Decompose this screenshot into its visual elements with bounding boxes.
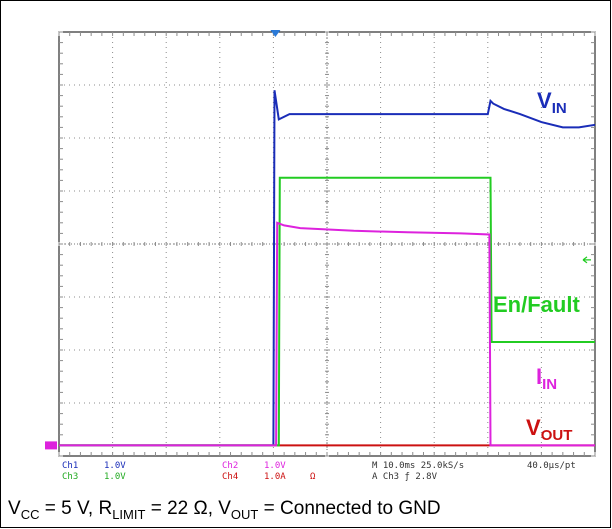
channel-scale-ch2: 1.0V xyxy=(264,461,286,471)
channel-unit-ch4: Ω xyxy=(310,472,316,482)
channel-id-ch4: Ch4 xyxy=(222,472,238,482)
trigger-level-icon xyxy=(582,256,591,264)
trigger-readout: A Ch3 ƒ 2.8V xyxy=(372,472,438,482)
channel-scale-ch4: 1.0A xyxy=(264,472,286,482)
legend-label-v-in: VIN xyxy=(537,88,567,117)
channel-id-ch2: Ch2 xyxy=(222,461,238,471)
trigger-position-icon xyxy=(270,30,281,37)
timebase-readout: M 10.0ms 25.0kS/s xyxy=(372,461,464,471)
caption: VCC = 5 V, RLIMIT = 22 Ω, VOUT = Connect… xyxy=(8,498,441,522)
channel-scale-ch1: 1.0V xyxy=(104,461,126,471)
sample-interval-readout: 40.0µs/pt xyxy=(527,461,576,471)
channel-id-ch3: Ch3 xyxy=(62,472,78,482)
channel-id-ch1: Ch1 xyxy=(62,461,78,471)
series-line-en-fault xyxy=(59,176,595,447)
ground-marker-icon xyxy=(45,441,57,450)
legend-label-en-fault: En/Fault xyxy=(493,292,580,317)
series-line-v-in xyxy=(59,90,596,447)
channel-scale-ch3: 1.0V xyxy=(104,472,126,482)
series-line-i-in xyxy=(59,221,595,447)
